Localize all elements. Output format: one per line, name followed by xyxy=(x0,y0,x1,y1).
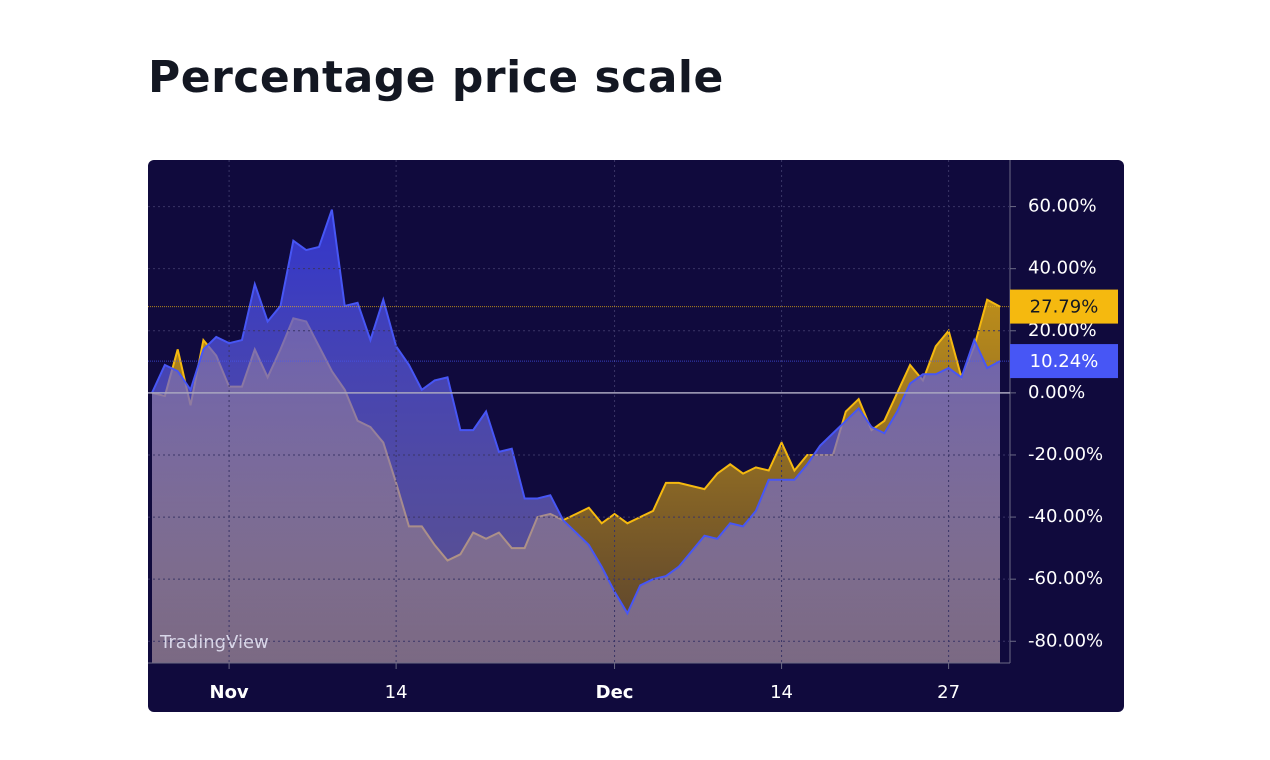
page-title: Percentage price scale xyxy=(148,52,724,103)
y-tick-label: -20.00% xyxy=(1028,444,1103,465)
y-tick-label: 60.00% xyxy=(1028,196,1097,217)
area-line xyxy=(151,209,1001,616)
y-tick-label: 0.00% xyxy=(1028,382,1085,403)
x-tick-label: Nov xyxy=(210,682,249,703)
y-tick-label: 20.00% xyxy=(1028,320,1097,341)
y-tick-label: -80.00% xyxy=(1028,630,1103,651)
price-label: 10.24% xyxy=(1030,351,1099,372)
x-tick-label: Dec xyxy=(596,682,634,703)
y-tick-label: -40.00% xyxy=(1028,506,1103,527)
x-tick-label: 14 xyxy=(385,682,408,703)
y-tick-label: 40.00% xyxy=(1028,258,1097,279)
x-tick-label: 27 xyxy=(937,682,960,703)
y-tick-label: -60.00% xyxy=(1028,568,1103,589)
watermark: TradingView xyxy=(159,632,269,653)
price-label-box xyxy=(1010,289,1118,324)
price-label-box xyxy=(1010,344,1118,379)
x-tick-label: 14 xyxy=(770,682,793,703)
price-label: 27.79% xyxy=(1030,297,1099,318)
